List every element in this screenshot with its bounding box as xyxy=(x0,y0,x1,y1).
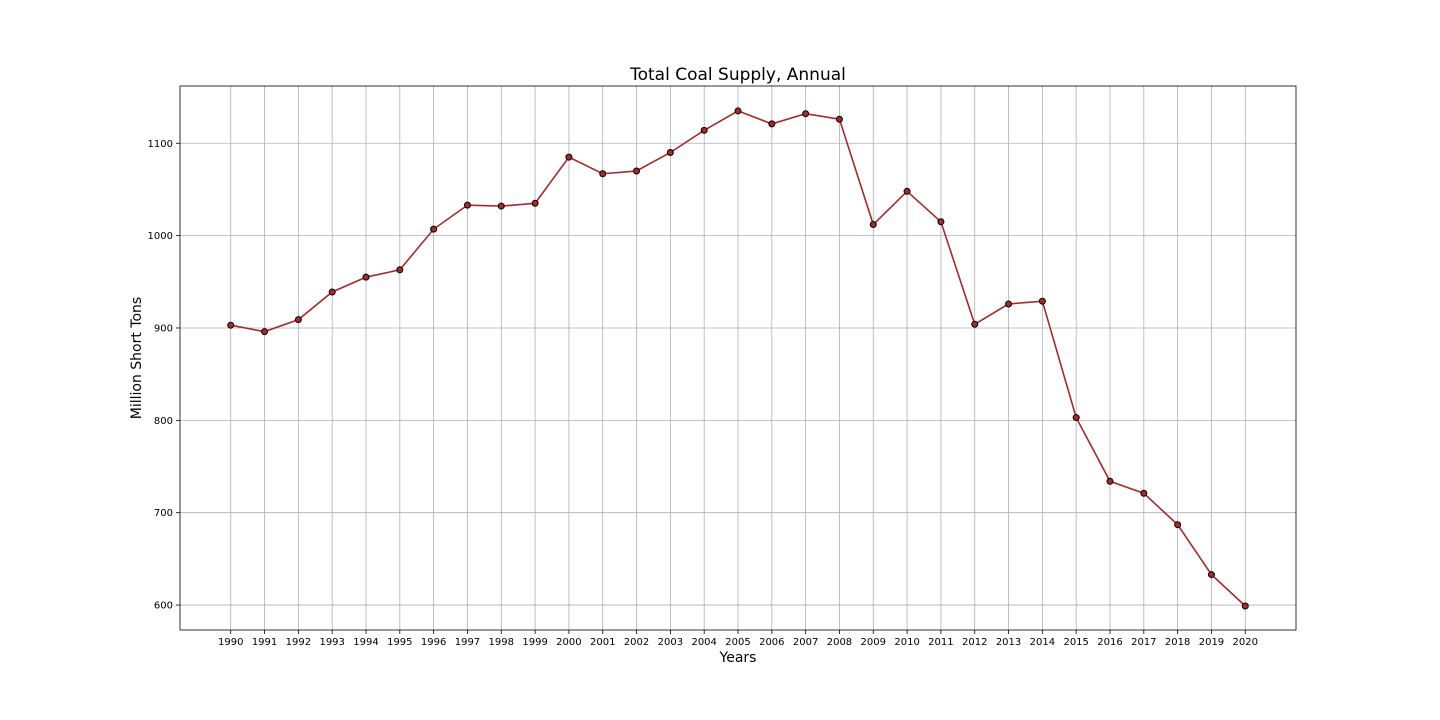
x-tick-label: 2012 xyxy=(962,637,987,648)
x-tick-label: 2010 xyxy=(894,637,919,648)
data-point xyxy=(430,225,438,233)
data-point xyxy=(1174,521,1182,529)
x-tick-label: 1995 xyxy=(387,637,412,648)
data-point xyxy=(396,266,404,274)
x-tick-label: 2015 xyxy=(1063,637,1088,648)
data-point xyxy=(802,110,810,118)
x-tick-label: 2013 xyxy=(996,637,1021,648)
data-point xyxy=(463,201,471,209)
data-point xyxy=(1038,297,1046,305)
data-point xyxy=(1207,571,1215,579)
data-point xyxy=(700,126,708,134)
x-tick-label: 1993 xyxy=(319,637,344,648)
x-tick-label: 2019 xyxy=(1199,637,1224,648)
data-point xyxy=(565,153,573,161)
data-point xyxy=(1005,300,1013,308)
grid-lines xyxy=(180,86,1296,630)
y-tick-label: 900 xyxy=(154,323,173,334)
x-tick-label: 1999 xyxy=(522,637,547,648)
data-point xyxy=(1140,489,1148,497)
chart-title: Total Coal Supply, Annual xyxy=(629,65,846,85)
data-point xyxy=(362,273,370,281)
x-tick-label: 1992 xyxy=(286,637,311,648)
y-tick-label: 600 xyxy=(154,601,173,612)
x-axis-label: Years xyxy=(719,650,757,666)
axis-ticks: 1990 1991 1992 1993 1994 1995 1996 1997 1998 1999… xyxy=(148,139,1258,648)
data-point xyxy=(734,107,742,115)
data-point xyxy=(633,167,641,175)
x-tick-label: 2018 xyxy=(1165,637,1190,648)
x-tick-label: 2017 xyxy=(1131,637,1156,648)
x-tick-label: 2004 xyxy=(691,637,716,648)
x-tick-label: 1998 xyxy=(489,637,514,648)
data-point xyxy=(666,148,674,156)
x-tick-label: 2007 xyxy=(793,637,818,648)
x-tick-label: 2000 xyxy=(556,637,581,648)
x-tick-label: 1996 xyxy=(421,637,446,648)
x-tick-label: 2001 xyxy=(590,637,615,648)
x-tick-label: 2016 xyxy=(1097,637,1122,648)
x-tick-label: 2009 xyxy=(861,637,886,648)
y-tick-label: 1000 xyxy=(148,231,173,242)
data-point xyxy=(328,288,336,296)
y-tick-label: 800 xyxy=(154,416,173,427)
x-tick-label: 1997 xyxy=(455,637,480,648)
y-tick-label: 700 xyxy=(154,508,173,519)
x-tick-label: 2002 xyxy=(624,637,649,648)
x-tick-label: 2005 xyxy=(725,637,750,648)
data-point xyxy=(531,199,539,207)
data-point xyxy=(937,218,945,226)
data-point xyxy=(261,328,269,336)
data-point xyxy=(599,170,607,178)
x-tick-label: 2011 xyxy=(928,637,953,648)
x-tick-label: 2003 xyxy=(658,637,683,648)
x-tick-label: 2014 xyxy=(1030,637,1055,648)
plot-frame xyxy=(179,85,1297,631)
data-point xyxy=(294,316,302,324)
y-tick-label: 1100 xyxy=(148,139,173,150)
data-point xyxy=(227,321,235,329)
data-point xyxy=(835,115,843,123)
x-tick-label: 2020 xyxy=(1233,637,1258,648)
data-point xyxy=(903,187,911,195)
data-point xyxy=(869,221,877,229)
x-tick-label: 2006 xyxy=(759,637,784,648)
x-tick-label: 1991 xyxy=(252,637,277,648)
y-axis-label: Million Short Tons xyxy=(129,297,145,419)
data-point xyxy=(1241,602,1249,610)
data-point xyxy=(497,202,505,210)
x-tick-label: 2008 xyxy=(827,637,852,648)
x-tick-label: 1994 xyxy=(353,637,378,648)
series-layer xyxy=(227,107,1249,610)
data-point xyxy=(768,120,776,128)
data-point xyxy=(1072,414,1080,422)
data-point xyxy=(971,320,979,328)
x-tick-label: 1990 xyxy=(218,637,243,648)
data-point xyxy=(1106,477,1114,485)
